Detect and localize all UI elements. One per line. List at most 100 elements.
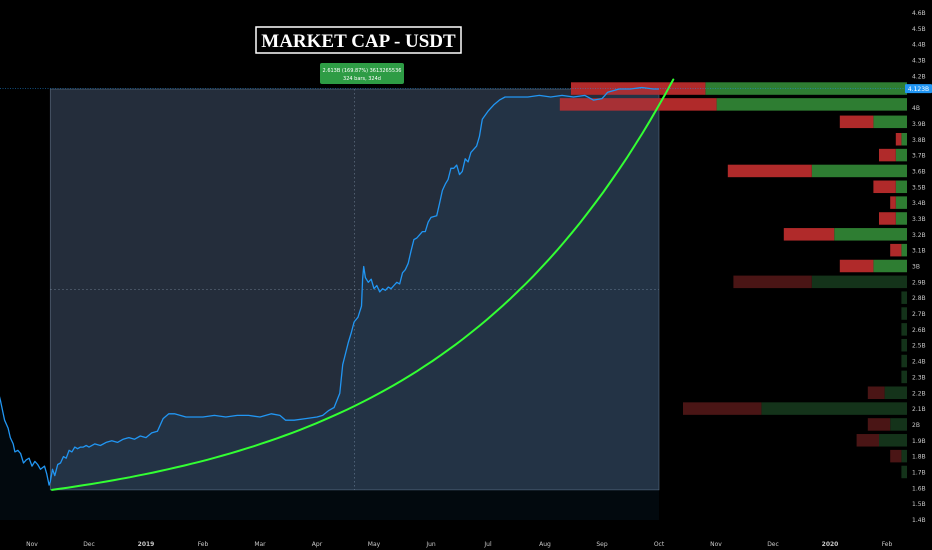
volume-profile-down-bar: [727, 164, 812, 178]
volume-profile-down-bar: [867, 418, 891, 431]
y-tick-label: 2.8B: [912, 295, 926, 302]
y-tick-label: 1.5B: [912, 501, 926, 508]
y-tick-label: 2.2B: [912, 390, 926, 397]
x-tick-label: Jun: [425, 541, 436, 548]
volume-profile-down-bar: [890, 449, 902, 463]
volume-profile-up-bar: [811, 275, 907, 289]
y-tick-label: 2.1B: [912, 406, 926, 413]
y-tick-label: 2.3B: [912, 374, 926, 381]
volume-profile-down-bar: [856, 434, 879, 447]
y-tick-label: 1.6B: [912, 485, 926, 492]
y-tick-label: 4.3B: [912, 58, 926, 65]
volume-profile-up-bar: [811, 164, 907, 178]
x-tick-label: Aug: [539, 541, 551, 548]
volume-profile-down-bar: [839, 115, 874, 129]
y-tick-label: 2.7B: [912, 311, 926, 318]
volume-profile-down-bar: [783, 228, 835, 241]
y-tick-label: 2.6B: [912, 327, 926, 334]
volume-profile-up-bar: [873, 259, 907, 273]
y-tick-label: 1.4B: [912, 517, 926, 524]
volume-profile-down-bar: [879, 148, 896, 162]
y-tick-label: 3.1B: [912, 248, 926, 255]
y-tick-label: 2.4B: [912, 359, 926, 366]
market-cap-line: [0, 86, 659, 486]
y-tick-label: 3B: [912, 264, 920, 271]
x-tick-label: Dec: [767, 541, 779, 548]
y-tick-label: 2.9B: [912, 279, 926, 286]
volume-profile-up-bar: [705, 82, 907, 95]
y-tick-label: 3.6B: [912, 168, 926, 175]
y-tick-label: 4.2B: [912, 73, 926, 80]
x-tick-label: Apr: [312, 541, 323, 548]
volume-profile-up-bar: [895, 148, 907, 162]
y-tick-label: 4.5B: [912, 26, 926, 33]
y-tick-label: 4.6B: [912, 10, 926, 17]
y-tick-label: 2.5B: [912, 343, 926, 350]
x-tick-label: Sep: [596, 541, 608, 548]
x-tick-label: Mar: [254, 541, 266, 548]
volume-profile-down-bar: [873, 180, 896, 194]
volume-profile-up-bar: [895, 196, 907, 209]
volume-profile-up-bar: [716, 98, 907, 111]
volume-profile-up-bar: [901, 449, 907, 463]
volume-profile-up-bar: [901, 307, 907, 320]
volume-profile-up-bar: [761, 402, 907, 415]
y-tick-label: 3.8B: [912, 137, 926, 144]
volume-profile-up-bar: [901, 243, 907, 257]
volume-profile-up-bar: [901, 354, 907, 368]
y-tick-label: 1.9B: [912, 438, 926, 445]
volume-profile-down-bar: [559, 98, 717, 111]
x-tick-label: Dec: [83, 541, 95, 548]
x-tick-label: 2020: [822, 541, 839, 548]
volume-profile-down-bar: [867, 386, 885, 399]
y-tick-label: 3.3B: [912, 216, 926, 223]
x-tick-label: Nov: [710, 541, 722, 548]
volume-profile-down-bar: [890, 243, 902, 257]
volume-profile-up-bar: [895, 180, 907, 194]
volume-profile-down-bar: [890, 196, 896, 209]
volume-profile-down-bar: [683, 402, 762, 415]
y-tick-label: 1.7B: [912, 469, 926, 476]
volume-profile-up-bar: [884, 386, 907, 399]
x-tick-label: Feb: [882, 541, 893, 548]
current-price-tag-label: 4.123B: [908, 86, 929, 93]
y-tick-label: 4B: [912, 105, 920, 112]
volume-profile-up-bar: [901, 465, 907, 479]
measurement-label-box: [320, 63, 404, 84]
measurement-label-line2: 324 bars, 324d: [343, 76, 381, 82]
volume-profile-up-bar: [834, 228, 907, 241]
trend-curve: [51, 78, 675, 491]
y-tick-label: 3.4B: [912, 200, 926, 207]
volume-profile-down-bar: [895, 133, 902, 146]
current-price-tag: [905, 84, 932, 94]
volume-profile-up-bar: [873, 115, 907, 129]
volume-profile-up-bar: [901, 323, 907, 336]
y-tick-label: 2B: [912, 422, 920, 429]
volume-profile-up-bar: [901, 338, 907, 352]
x-tick-label: May: [368, 541, 381, 548]
volume-profile-up-bar: [879, 434, 907, 447]
market-cap-area: [0, 87, 659, 520]
y-tick-label: 3.9B: [912, 121, 926, 128]
volume-profile-down-bar: [733, 275, 812, 289]
y-tick-label: 4.4B: [912, 42, 926, 49]
volume-profile-up-bar: [890, 418, 907, 431]
volume-profile-up-bar: [901, 291, 907, 304]
measurement-label-line1: 2.613B (169.87%) 3613265536: [323, 68, 402, 74]
y-tick-label: 3.2B: [912, 232, 926, 239]
volume-profile-down-bar: [839, 259, 874, 273]
volume-profile-down-bar: [879, 212, 896, 225]
x-tick-label: Jul: [483, 541, 492, 548]
y-tick-label: 1.8B: [912, 454, 926, 461]
x-tick-label: Oct: [654, 541, 665, 548]
x-tick-label: 2019: [138, 541, 155, 548]
volume-profile-up-bar: [895, 212, 907, 225]
volume-profile-up-bar: [901, 133, 907, 146]
x-tick-label: Feb: [198, 541, 209, 548]
chart-title: MARKET CAP - USDT: [261, 31, 456, 52]
x-tick-label: Nov: [26, 541, 38, 548]
y-tick-label: 3.7B: [912, 153, 926, 160]
y-tick-label: 3.5B: [912, 184, 926, 191]
